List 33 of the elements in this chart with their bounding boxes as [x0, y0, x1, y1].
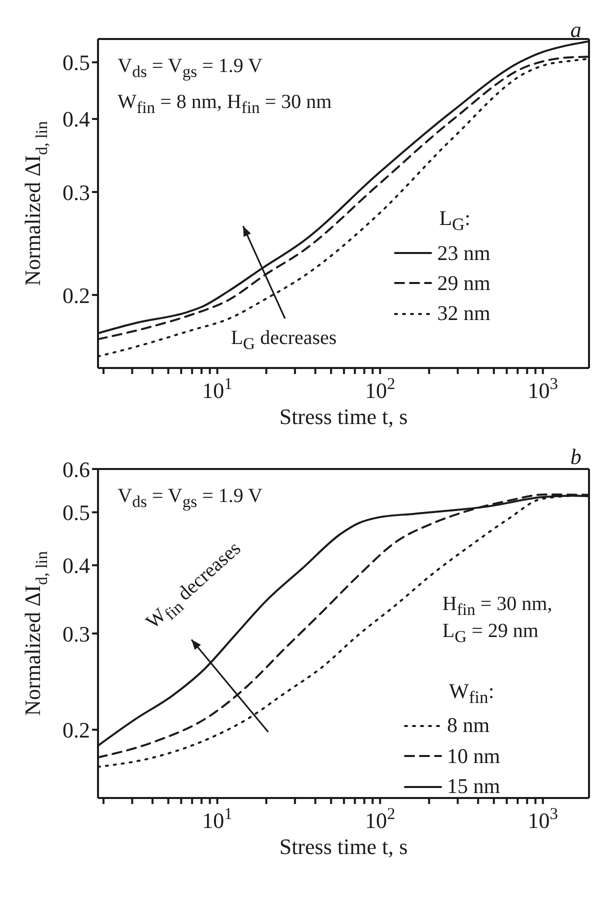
- x-axis-title: Stress time t, s: [279, 404, 408, 429]
- y-tick-label: 0.3: [62, 621, 90, 646]
- legend-label: 32 nm: [437, 300, 490, 328]
- annotation: a: [570, 17, 582, 42]
- annotation: L$_{G}$ = 29 nm: [442, 620, 538, 646]
- annotation: W$_{fin}$ = 8 nm, H$_{fin}$ = 30 nm: [118, 90, 332, 118]
- y-tick-label: 0.5: [62, 50, 90, 76]
- y-tick-label: 0.4: [62, 106, 90, 132]
- x-tick-label: 10$^{2}$: [364, 374, 396, 403]
- annotation: V$_{ds}$ = V$_{gs}$ = 1.9 V: [118, 484, 262, 511]
- legend-title: L$_{G}$:: [438, 205, 472, 236]
- x-tick-label: 10$^{3}$: [528, 804, 558, 833]
- y-tick-label: 0.6: [62, 456, 90, 482]
- y-tick-label: 0.4: [62, 553, 90, 578]
- annotation: L$_{G}$ decreases: [230, 326, 337, 354]
- legend-label: 29 nm: [437, 270, 490, 297]
- annotation: V$_{ds}$ = V$_{gs}$ = 1.9 V: [118, 54, 262, 81]
- y-tick-label: 0.5: [62, 500, 90, 526]
- y-tick-label: 0.2: [62, 282, 90, 308]
- x-axis-title: Stress time t, s: [279, 834, 408, 859]
- legend-label: 15 nm: [447, 773, 500, 800]
- x-tick-label: 10$^{1}$: [202, 804, 232, 833]
- legend-title: W$_{fin}$:: [448, 678, 496, 710]
- text: b: [570, 444, 582, 470]
- y-tick-label: 0.2: [62, 718, 90, 743]
- x-tick-label: 10$^{2}$: [364, 804, 396, 833]
- x-tick-label: 10$^{3}$: [528, 374, 558, 403]
- legend-label: 8 nm: [447, 712, 490, 740]
- legend-label: 23 nm: [437, 240, 490, 267]
- annotation: H$_{fin}$ = 30 nm,: [442, 593, 552, 620]
- legend-label: 10 nm: [447, 742, 500, 770]
- y-tick-label: 0.3: [62, 180, 90, 205]
- x-tick-label: 10$^{1}$: [202, 374, 232, 403]
